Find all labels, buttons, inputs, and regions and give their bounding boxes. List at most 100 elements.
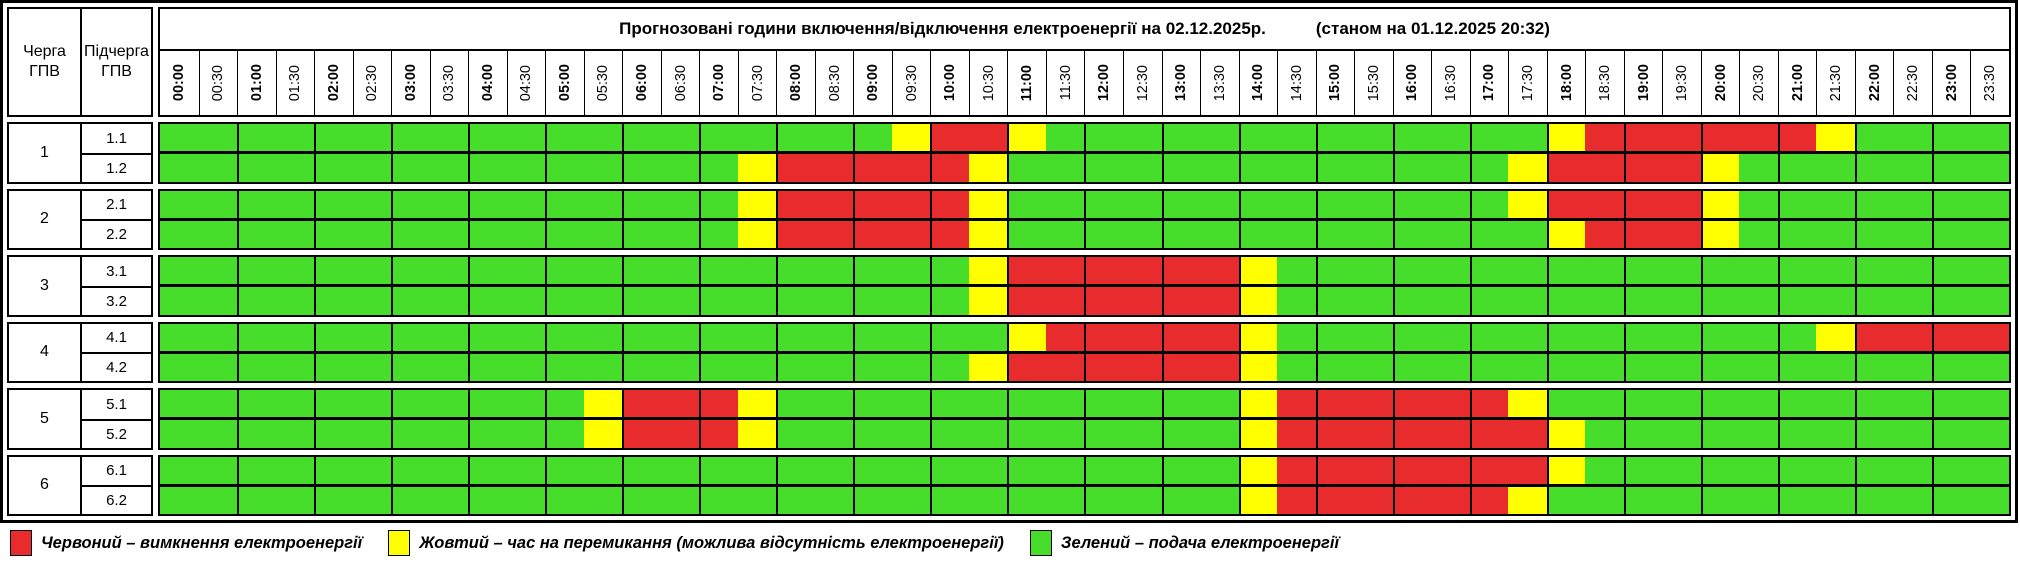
queue-group-4: 4 4.1 4.2 [7,321,2011,383]
cell-1.1-07:00 [699,124,738,152]
queue-group-5-labels: 5 5.1 5.2 [7,388,153,450]
cell-1.1-01:00 [237,124,276,152]
cell-4.2-10:00 [930,353,969,381]
time-header-21:00: 21:00 [1777,51,1817,115]
time-header-03:00: 03:00 [391,51,430,115]
cell-6.2-01:00 [237,486,276,514]
cell-3.2-12:00 [1084,287,1124,315]
cell-2.1-20:30 [1739,190,1778,218]
cell-2.2-14:00 [1238,220,1278,248]
cell-3.1-09:30 [891,257,931,285]
cell-5.2-15:30 [1354,420,1393,448]
cell-1.1-00:00 [160,124,199,152]
cell-5.2-15:00 [1315,420,1355,448]
cell-4.1-04:30 [506,323,546,351]
cell-6.1-16:30 [1431,456,1470,484]
cell-4.2-01:00 [237,353,276,381]
cell-6.2-16:00 [1392,486,1432,514]
cell-3.1-02:30 [352,257,392,285]
time-header-row: 00:00 00:30 01:00 01:30 02:00 02:30 03:00 03:30… [160,51,2009,115]
cell-3.2-07:30 [737,287,777,315]
cell-2.2-16:00 [1392,220,1432,248]
cell-5.1-08:00 [776,390,815,418]
cell-3.2-02:30 [352,287,392,315]
time-header-label: 10:00 [942,64,959,102]
cell-1.1-10:30 [968,124,1008,152]
cell-3.1-12:00 [1084,257,1124,285]
queue-group-4-labels: 4 4.1 4.2 [7,321,153,383]
time-header-label: 17:30 [1519,64,1536,102]
cell-1.2-16:30 [1431,154,1470,182]
cell-3.2-10:30 [968,287,1008,315]
cell-1.2-09:30 [891,154,931,182]
cell-2.2-06:00 [622,220,661,248]
cell-3.2-16:00 [1392,287,1432,315]
cell-2.1-06:00 [622,190,661,218]
cell-5.2-06:00 [622,420,661,448]
cell-3.1-03:00 [391,257,430,285]
cell-1.2-10:30 [968,154,1008,182]
cell-3.1-16:30 [1431,257,1470,285]
subqueue-6.1-label: 6.1 [80,456,151,486]
cell-5.1-19:00 [1623,390,1663,418]
cell-4.1-02:00 [314,323,353,351]
cell-2.1-12:30 [1123,190,1162,218]
cell-2.1-23:00 [1931,190,1971,218]
cell-1.2-01:30 [275,154,315,182]
cell-6.2-09:00 [853,486,892,514]
cell-2.2-20:30 [1739,220,1778,248]
cell-5.2-20:30 [1739,420,1778,448]
cell-1.2-04:30 [506,154,546,182]
cell-3.1-01:30 [275,257,315,285]
slot-row-1.2 [160,151,2009,182]
cell-4.2-11:30 [1045,353,1085,381]
queue-group-3: 3 3.1 3.2 [7,255,2011,317]
cell-4.1-05:30 [583,323,623,351]
cell-1.2-21:00 [1777,154,1817,182]
cell-2.2-02:00 [314,220,353,248]
cell-6.2-00:30 [198,486,238,514]
cell-1.2-19:30 [1662,154,1701,182]
cell-1.2-04:00 [468,154,507,182]
time-header-07:00: 07:00 [699,51,738,115]
cell-5.1-16:30 [1431,390,1470,418]
cell-3.2-00:00 [160,287,199,315]
cell-3.1-23:00 [1931,257,1971,285]
cell-1.2-17:00 [1469,154,1509,182]
cell-2.2-06:30 [660,220,700,248]
cell-2.2-20:00 [1700,220,1740,248]
cell-4.1-13:30 [1200,323,1239,351]
cell-3.2-10:00 [930,287,969,315]
cell-1.2-05:30 [583,154,623,182]
cell-6.1-20:00 [1700,456,1740,484]
cell-6.1-14:30 [1277,456,1316,484]
queue-group-2-slots [158,188,2011,250]
time-header-label: 16:00 [1404,64,1421,102]
cell-5.2-13:30 [1200,420,1239,448]
time-header-label: 07:30 [749,64,766,102]
cell-2.1-06:30 [660,190,700,218]
queue-group-5: 5 5.1 5.2 [7,388,2011,450]
cell-1.1-18:30 [1585,124,1624,152]
cell-3.1-07:30 [737,257,777,285]
cell-6.1-06:30 [660,456,700,484]
cell-6.2-16:30 [1431,486,1470,514]
cell-1.1-03:00 [391,124,430,152]
cell-1.2-15:00 [1315,154,1355,182]
cell-4.2-22:00 [1854,353,1894,381]
time-header-01:30: 01:30 [275,51,315,115]
slot-row-6.1 [160,456,2009,484]
cell-4.1-20:00 [1700,323,1740,351]
queue-group-6-slots [158,454,2011,516]
cell-6.1-15:30 [1354,456,1393,484]
time-header-label: 16:30 [1442,64,1459,102]
cell-4.1-08:00 [776,323,815,351]
cell-3.1-19:30 [1662,257,1701,285]
cell-5.2-18:30 [1585,420,1624,448]
cell-4.1-10:30 [968,323,1008,351]
time-header-label: 00:00 [171,64,188,102]
cell-6.1-18:00 [1546,456,1586,484]
cell-4.2-16:30 [1431,353,1470,381]
time-header-05:30: 05:30 [583,51,623,115]
